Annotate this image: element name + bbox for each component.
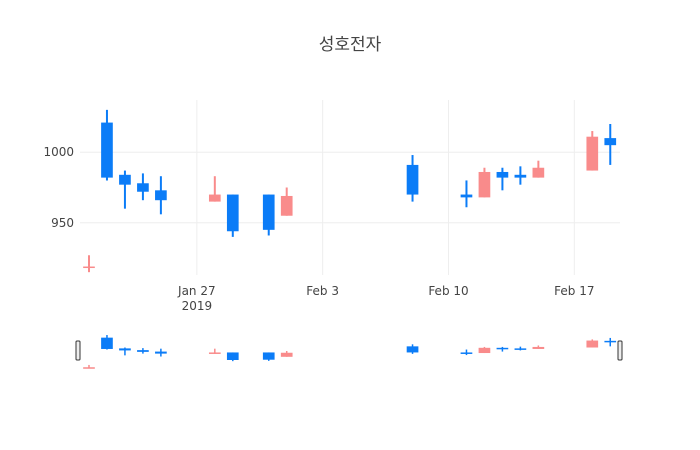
candle-body xyxy=(137,183,149,192)
slider-candle-body xyxy=(83,367,95,369)
slider-candle-body xyxy=(460,352,473,354)
slider-candle-body xyxy=(262,352,275,360)
slider-candle-body xyxy=(496,347,509,350)
slider-candle-body xyxy=(532,346,545,349)
slider-handle xyxy=(75,340,81,361)
candle-body xyxy=(83,266,95,269)
slider-candle-body xyxy=(226,352,239,360)
candle-body xyxy=(460,194,473,198)
slider-candle-body xyxy=(208,352,221,354)
slider-candle-body xyxy=(406,346,419,353)
slider-candle-body xyxy=(137,350,149,352)
candle-body xyxy=(119,174,131,185)
candle-body xyxy=(101,122,113,178)
x-tick-label: Feb 3 xyxy=(306,284,339,298)
candle-body xyxy=(262,194,275,230)
candle-body xyxy=(478,171,491,198)
candle-body xyxy=(586,136,599,171)
slider-candle-body xyxy=(280,352,293,357)
candle-body xyxy=(208,194,221,202)
chart-title: 성호전자 xyxy=(319,35,382,55)
slider-candle-body xyxy=(119,348,131,351)
candle-body xyxy=(532,167,545,178)
slider-candle-body xyxy=(586,340,599,348)
x-tick-label: Feb 17 xyxy=(554,284,594,298)
y-tick-label: 1000 xyxy=(43,145,74,159)
slider-candle-body xyxy=(478,347,491,354)
candle-body xyxy=(226,194,239,232)
candle-body xyxy=(406,164,419,195)
candle-body xyxy=(496,171,509,178)
slider-candle-body xyxy=(514,348,527,350)
candle-body xyxy=(155,190,167,201)
x-tick-label: Jan 27 2019 xyxy=(177,284,216,313)
slider-candle-body xyxy=(101,337,113,349)
y-tick-label: 950 xyxy=(51,216,74,230)
x-tick-label: Feb 10 xyxy=(428,284,468,298)
candle-body xyxy=(514,174,527,178)
slider-candle-body xyxy=(155,351,167,354)
slider-candle-body xyxy=(604,340,617,343)
candle-body xyxy=(604,138,617,146)
slider-handle xyxy=(617,340,623,361)
candle-body xyxy=(280,195,293,216)
